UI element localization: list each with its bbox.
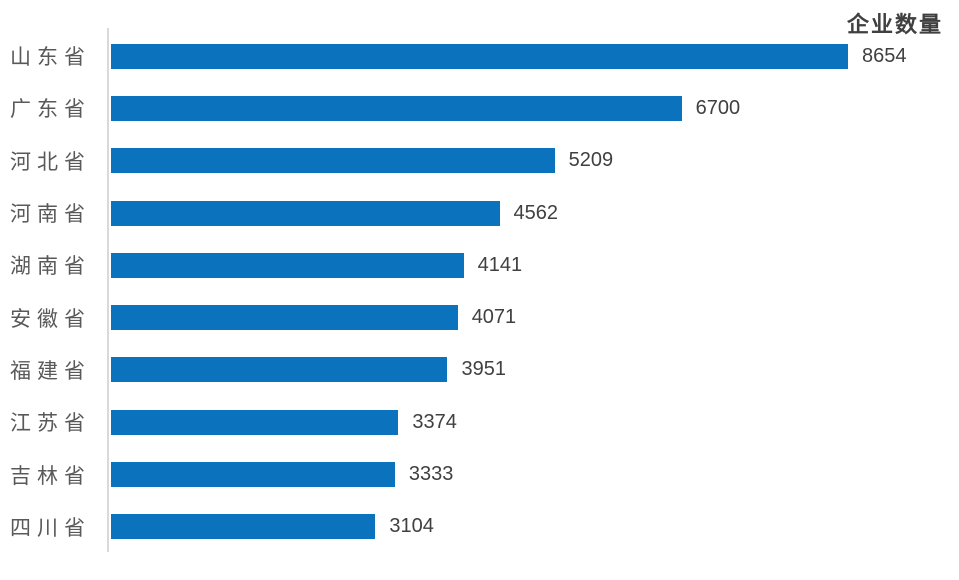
bar-track: 3951 (111, 344, 959, 396)
value-label: 4562 (513, 201, 559, 224)
category-label: 河北省 (10, 149, 91, 174)
category-label: 安徽省 (10, 306, 91, 331)
bar (111, 95, 682, 121)
bar (111, 148, 555, 174)
value-label: 4141 (477, 253, 523, 276)
bar-track: 4562 (111, 187, 959, 239)
bar-row: 吉林省 3333 (0, 448, 959, 500)
plot-area: 山东省 8654 广东省 6700 河北省 5209 河南省 4562 湖南省 … (0, 30, 959, 553)
bar-row: 广东省 6700 (0, 82, 959, 134)
value-label: 3374 (412, 410, 457, 433)
category-label: 山东省 (10, 45, 91, 70)
bar-row: 山东省 8654 (0, 30, 959, 82)
bar-track: 4071 (111, 291, 959, 343)
category-label: 吉林省 (10, 463, 91, 488)
bar (111, 514, 376, 540)
bar (111, 252, 464, 278)
category-label: 四川省 (10, 515, 91, 540)
chart-title: 企业数量 (846, 12, 943, 37)
bar-row: 四川省 3104 (0, 501, 959, 553)
bar-row: 湖南省 4141 (0, 239, 959, 291)
bar-row: 福建省 3951 (0, 344, 959, 396)
bar-track: 8654 (111, 30, 959, 82)
value-label: 6700 (695, 96, 741, 119)
bar (111, 409, 399, 435)
y-axis-line (107, 28, 109, 552)
value-label: 3333 (408, 463, 454, 486)
category-label: 广东省 (10, 97, 91, 122)
bar (111, 43, 848, 69)
value-label: 3104 (389, 515, 434, 538)
category-label: 江苏省 (10, 411, 91, 436)
bar-row: 河北省 5209 (0, 135, 959, 187)
bar (111, 200, 500, 226)
bar (111, 305, 458, 331)
bar-row: 河南省 4562 (0, 187, 959, 239)
category-label: 湖南省 (10, 254, 91, 279)
bar-track: 3374 (111, 396, 959, 448)
category-label: 河南省 (10, 202, 91, 227)
bar-row: 江苏省 3374 (0, 396, 959, 448)
value-label: 3951 (461, 358, 506, 381)
bar-track: 3333 (111, 448, 959, 500)
bar (111, 357, 448, 383)
category-label: 福建省 (10, 358, 91, 383)
bar (111, 462, 395, 488)
value-label: 4071 (471, 306, 517, 329)
value-label: 8654 (862, 44, 907, 67)
value-label: 5209 (568, 149, 614, 172)
bar-track: 5209 (111, 135, 959, 187)
bar-track: 6700 (111, 82, 959, 134)
bar-track: 3104 (111, 501, 959, 553)
bar-row: 安徽省 4071 (0, 291, 959, 343)
bar-track: 4141 (111, 239, 959, 291)
